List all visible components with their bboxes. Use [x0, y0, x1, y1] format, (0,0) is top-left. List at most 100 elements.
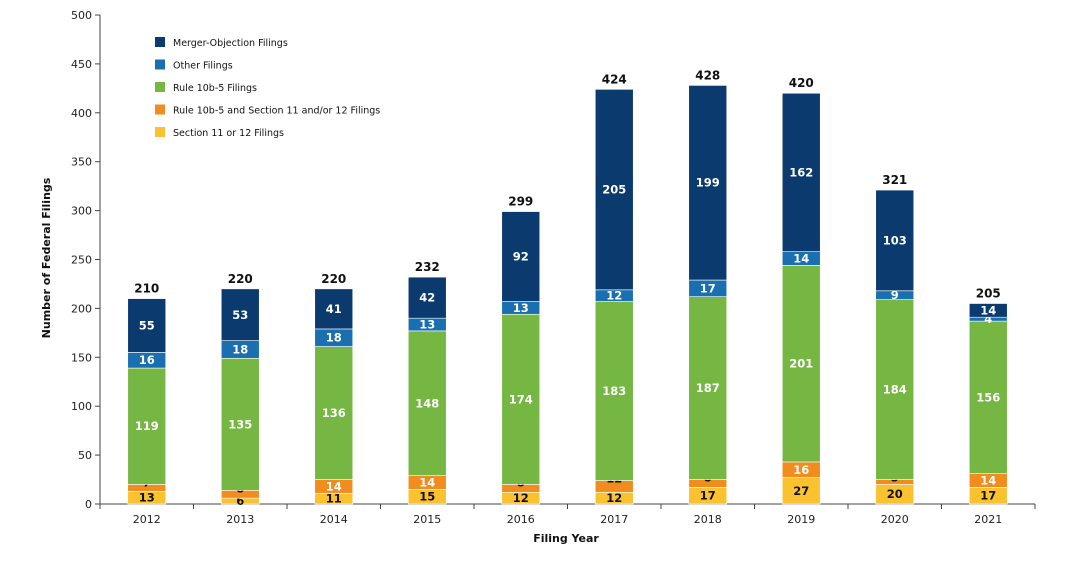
segment-value-label: 14: [793, 252, 809, 266]
bar-segment: [781, 265, 821, 463]
segment-value-label: 103: [883, 233, 907, 247]
bar-stack-2020: 2051849103321: [875, 173, 915, 505]
bar-total-label: 420: [789, 76, 814, 90]
segment-value-label: 12: [606, 289, 622, 303]
bar-segment: [407, 276, 447, 319]
bar-stack-2016: 1281741392299: [501, 195, 541, 505]
bar-segment: [127, 367, 167, 485]
bar-segment: [875, 189, 915, 292]
bar-segment: [220, 357, 260, 491]
segment-value-label: 14: [980, 303, 996, 317]
segment-value-label: 15: [419, 490, 435, 504]
y-tick-label: 200: [71, 302, 92, 315]
bar-total-label: 424: [602, 72, 627, 86]
legend-item: Other Filings: [155, 59, 233, 72]
bar-segment: [314, 288, 354, 330]
segment-value-label: 12: [606, 491, 622, 505]
segment-value-label: 13: [139, 491, 155, 505]
y-tick-label: 450: [71, 58, 92, 71]
legend-swatch: [155, 37, 165, 47]
segment-value-label: 119: [135, 419, 159, 433]
segment-value-label: 184: [883, 383, 907, 397]
bar-segment: [501, 313, 541, 485]
bar-segment: [968, 303, 1008, 318]
y-axis: 0 50 100 150 200 250 300 350 400 450 500: [71, 9, 101, 511]
segment-value-label: 41: [326, 302, 342, 316]
legend-item: Section 11 or 12 Filings: [155, 127, 284, 139]
segment-value-label: 17: [980, 489, 996, 503]
bar-segment: [407, 330, 447, 476]
segment-value-label: 92: [513, 250, 529, 264]
bar-total-label: 299: [508, 195, 533, 209]
segment-value-label: 156: [976, 390, 1000, 404]
segment-value-label: 136: [322, 406, 346, 420]
segment-value-label: 55: [139, 319, 155, 333]
segment-value-label: 18: [232, 342, 248, 356]
bar-segment: [501, 211, 541, 302]
legend-label: Section 11 or 12 Filings: [173, 128, 284, 139]
x-tick-label: 2020: [881, 513, 909, 526]
y-axis-title: Number of Federal Filings: [40, 177, 53, 338]
segment-value-label: 42: [419, 291, 435, 305]
legend-swatch: [155, 127, 165, 137]
legend-swatch: [155, 82, 165, 92]
bar-segment: [220, 288, 260, 341]
bar-segment: [594, 89, 634, 291]
legend-item: Merger-Objection Filings: [155, 37, 288, 49]
x-tick-label: 2013: [226, 513, 254, 526]
bar-stack-2019: 27 16 201 14 162 420: [781, 76, 821, 505]
bar-total-label: 210: [134, 282, 159, 296]
x-tick-label: 2017: [600, 513, 628, 526]
legend-label: Rule 10b-5 and Section 11 and/or 12 Fili…: [173, 106, 380, 117]
segment-value-label: 148: [415, 396, 439, 410]
segment-value-label: 16: [139, 353, 155, 367]
y-tick-label: 150: [71, 351, 92, 364]
y-tick-label: 100: [71, 400, 92, 413]
bar-segment: [781, 92, 821, 252]
legend-item: Rule 10b-5 Filings: [155, 82, 257, 94]
segment-value-label: 17: [700, 281, 716, 295]
legend-label: Merger-Objection Filings: [173, 38, 288, 49]
segment-value-label: 9: [891, 288, 899, 302]
legend: Merger-Objection Filings Other Filings Rul…: [155, 37, 380, 139]
y-tick-label: 350: [71, 156, 92, 169]
bar-segment: [968, 320, 1008, 474]
segment-value-label: 17: [700, 489, 716, 503]
legend-label: Other Filings: [173, 61, 233, 72]
segment-value-label: 27: [793, 484, 809, 498]
x-tick-label: 2012: [133, 513, 161, 526]
bar-segment: [314, 346, 354, 480]
bar-total-label: 232: [415, 260, 440, 274]
x-tick-label: 2014: [320, 513, 348, 526]
segment-value-label: 14: [980, 474, 996, 488]
segment-value-label: 201: [789, 357, 813, 371]
segment-value-label: 183: [602, 384, 626, 398]
y-tick-label: 0: [85, 498, 92, 511]
bars-group: 1371191655210681351853220111413618412201…: [127, 68, 1008, 508]
segment-value-label: 199: [696, 176, 720, 190]
y-tick-label: 50: [78, 449, 92, 462]
bar-total-label: 205: [976, 287, 1001, 301]
legend-swatch: [155, 104, 165, 115]
segment-value-label: 20: [887, 487, 903, 501]
bar-total-label: 220: [228, 272, 253, 286]
segment-value-label: 135: [228, 417, 252, 431]
bar-segment: [594, 301, 634, 481]
y-tick-label: 250: [71, 254, 92, 267]
y-tick-label: 300: [71, 205, 92, 218]
bar-segment: [127, 298, 167, 353]
segment-value-label: 6: [236, 494, 244, 508]
segment-value-label: 4: [984, 312, 992, 326]
segment-value-label: 14: [326, 479, 342, 493]
bar-stack-2012: 1371191655210: [127, 282, 167, 505]
legend-item: Rule 10b-5 and Section 11 and/or 12 Fili…: [155, 104, 380, 117]
bar-total-label: 321: [882, 173, 907, 187]
bar-stack-2017: 121218312205424: [594, 72, 634, 505]
legend-label: Rule 10b-5 Filings: [173, 83, 257, 94]
bar-total-label: 428: [695, 68, 720, 82]
segment-value-label: 53: [232, 308, 248, 322]
